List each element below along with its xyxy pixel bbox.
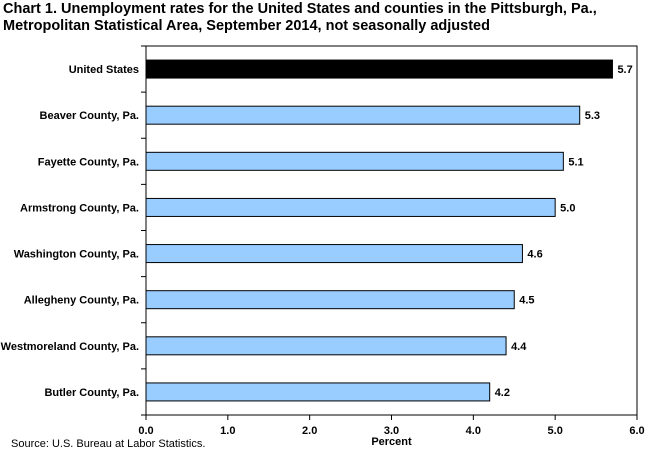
value-label-butler-county-pa: 4.2 <box>495 387 510 399</box>
value-label-fayette-county-pa: 5.1 <box>568 156 583 168</box>
chart-title-line-2: Metropolitan Statistical Area, September… <box>3 18 490 34</box>
x-axis-title: Percent <box>371 436 412 448</box>
bar-westmoreland-county-pa <box>145 336 507 356</box>
x-tick-label: 0.0 <box>138 425 153 437</box>
category-label-washington-county-pa: Washington County, Pa. <box>14 249 139 261</box>
bar-washington-county-pa <box>145 244 523 264</box>
chart-title: Chart 1. Unemployment rates for the Unit… <box>3 1 643 35</box>
category-label-beaver-county-pa: Beaver County, Pa. <box>40 110 139 122</box>
bar-united-states <box>145 59 613 79</box>
x-tick-label: 2.0 <box>302 425 317 437</box>
value-label-united-states: 5.7 <box>617 64 632 76</box>
value-label-westmoreland-county-pa: 4.4 <box>511 341 527 353</box>
bar-butler-county-pa <box>145 382 491 402</box>
plot-area <box>145 45 638 416</box>
chart-title-line-1: Chart 1. Unemployment rates for the Unit… <box>3 1 597 17</box>
category-label-westmoreland-county-pa: Westmoreland County, Pa. <box>1 341 139 353</box>
bar-beaver-county-pa <box>145 105 581 125</box>
x-tick-label: 6.0 <box>629 425 644 437</box>
category-label-armstrong-county-pa: Armstrong County, Pa. <box>20 202 139 214</box>
value-label-allegheny-county-pa: 4.5 <box>519 295 534 307</box>
category-label-united-states: United States <box>69 64 139 76</box>
bar-allegheny-county-pa <box>145 290 515 310</box>
x-tick-label: 1.0 <box>220 425 235 437</box>
value-label-beaver-county-pa: 5.3 <box>585 110 600 122</box>
x-tick-label: 3.0 <box>384 425 399 437</box>
x-tick-label: 4.0 <box>466 425 481 437</box>
category-label-allegheny-county-pa: Allegheny County, Pa. <box>24 295 139 307</box>
bar-fayette-county-pa <box>145 151 564 171</box>
bar-armstrong-county-pa <box>145 197 556 217</box>
category-label-fayette-county-pa: Fayette County, Pa. <box>38 156 139 168</box>
value-label-armstrong-county-pa: 5.0 <box>560 202 575 214</box>
value-label-washington-county-pa: 4.6 <box>527 249 542 261</box>
source-note: Source: U.S. Bureau at Labor Statistics. <box>11 438 206 450</box>
x-tick-label: 5.0 <box>548 425 563 437</box>
category-label-butler-county-pa: Butler County, Pa. <box>44 387 139 399</box>
